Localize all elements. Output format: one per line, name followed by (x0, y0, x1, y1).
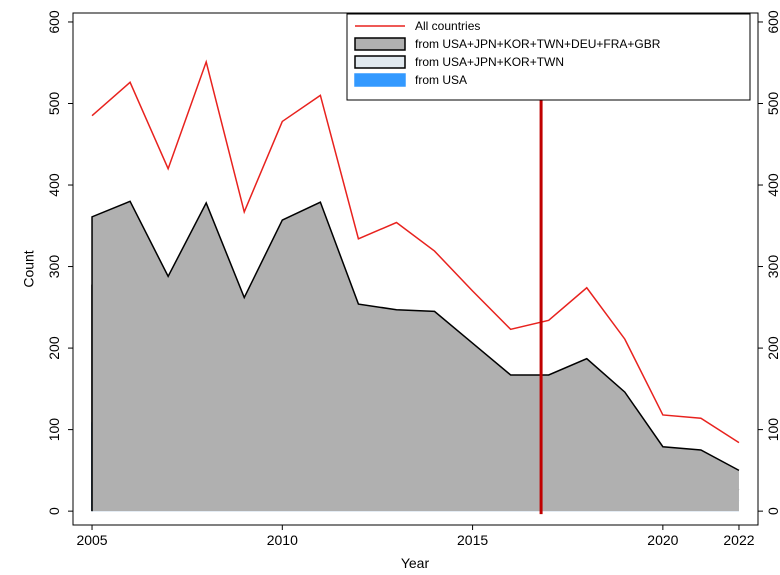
x-tick-label: 2022 (723, 532, 754, 548)
legend-label: All countries (415, 19, 480, 33)
x-tick-label: 2015 (457, 532, 488, 548)
y2-tick-label: 200 (765, 336, 780, 360)
y-tick-label: 0 (46, 507, 62, 515)
y-tick-label: 300 (46, 255, 62, 279)
x-axis-label: Year (401, 555, 430, 571)
legend-label: from USA+JPN+KOR+TWN (415, 55, 564, 69)
x-tick-label: 2020 (647, 532, 678, 548)
y-tick-label: 200 (46, 336, 62, 360)
area-edge (91, 200, 740, 512)
y2-tick-label: 0 (765, 507, 780, 515)
y2-tick-label: 100 (765, 418, 780, 442)
line (91, 59, 740, 444)
y2-tick-label: 600 (765, 10, 780, 34)
legend-swatch (354, 55, 406, 69)
y2-tick-label: 400 (765, 173, 780, 197)
y-tick-label: 600 (46, 10, 62, 34)
legend-box (346, 13, 751, 101)
legend-label: from USA+JPN+KOR+TWN+DEU+FRA+GBR (415, 37, 661, 51)
y-tick-label: 500 (46, 92, 62, 116)
y-tick-label: 100 (46, 418, 62, 442)
legend-swatch (354, 73, 406, 87)
legend-label: from USA (415, 73, 467, 87)
legend-swatch (354, 37, 406, 51)
y-axis-label: Count (21, 250, 37, 287)
y2-tick-label: 300 (765, 255, 780, 279)
y2-tick-label: 500 (765, 92, 780, 116)
x-tick-label: 2005 (76, 532, 107, 548)
x-tick-label: 2010 (267, 532, 298, 548)
y-tick-label: 400 (46, 173, 62, 197)
